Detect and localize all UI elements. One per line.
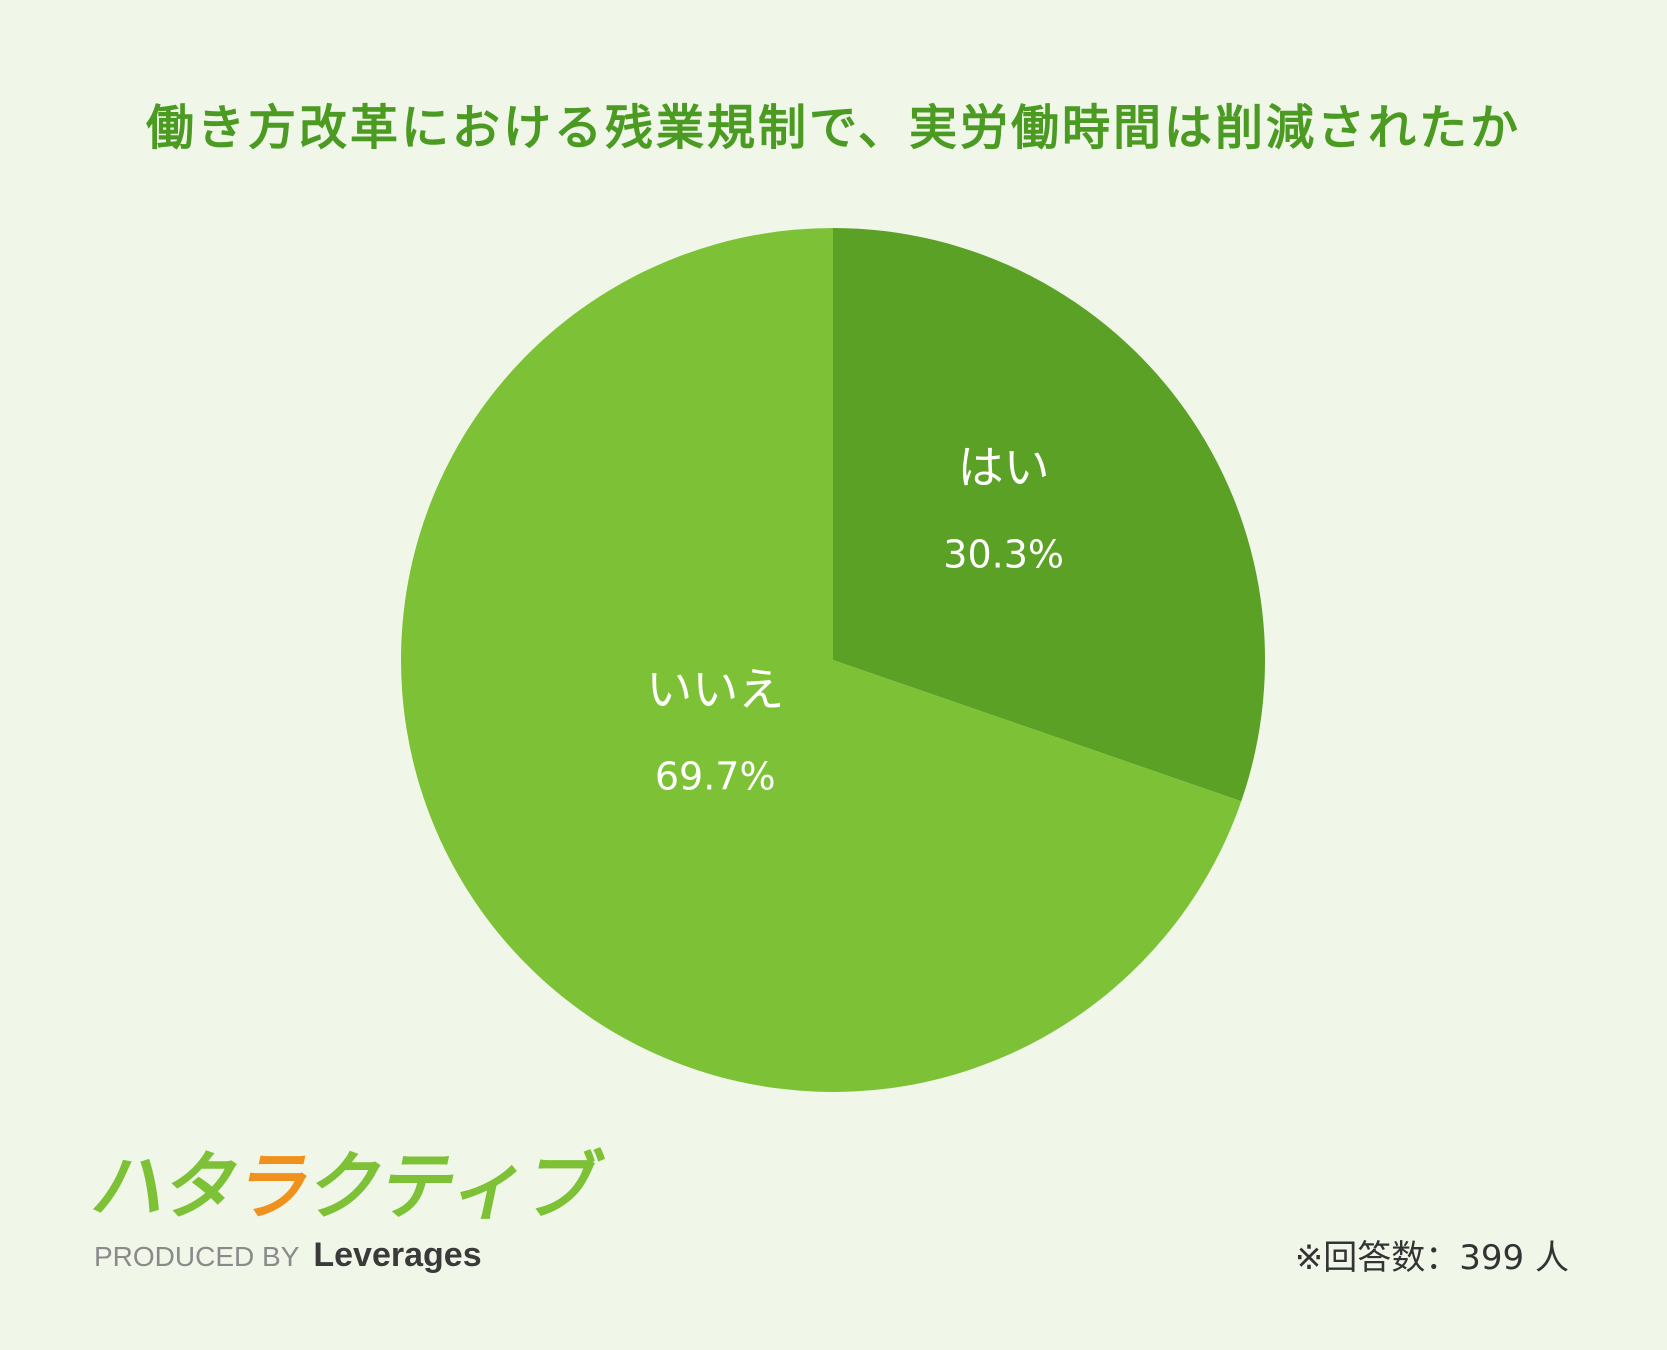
produced-by-text: PRODUCED BY: [94, 1241, 300, 1272]
respondent-count-note: ※回答数：399 人: [1294, 1238, 1569, 1278]
chart-title: 働き方改革における残業規制で、実労働時間は削減されたか: [145, 100, 1522, 156]
slice-label-no: いいえ: [646, 662, 784, 716]
leverages-text: Leverages: [313, 1236, 482, 1274]
hatarakutive-logo: ハタラクティブ PRODUCED BY Leverages: [85, 1144, 607, 1275]
slice-value-no: 69.7%: [655, 754, 776, 798]
slice-label-yes: はい: [958, 440, 1050, 494]
pie-slice-no: [400, 228, 1242, 1093]
slice-value-yes: 30.3%: [943, 532, 1064, 576]
logo-wordmark: ハタラクティブ: [85, 1144, 607, 1230]
pie-slice-yes: [833, 228, 1265, 802]
pie-labels: はい 30.3% いいえ 69.7%: [646, 440, 1064, 798]
logo-byline: PRODUCED BY Leverages: [94, 1236, 524, 1275]
pie-slices: [400, 228, 1265, 1093]
